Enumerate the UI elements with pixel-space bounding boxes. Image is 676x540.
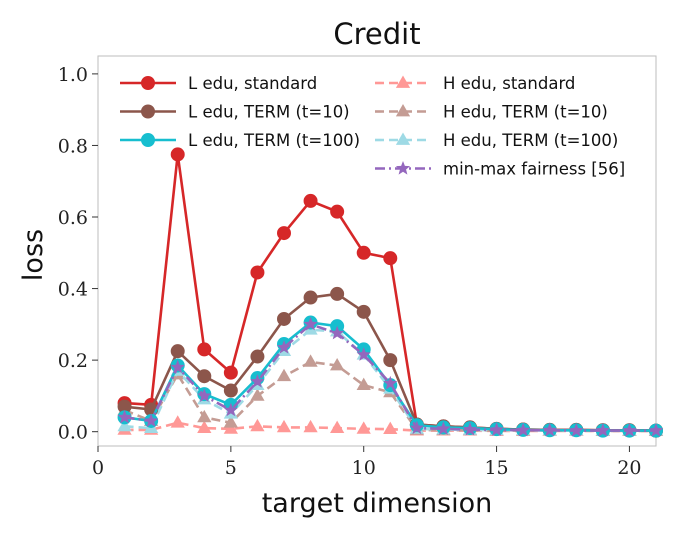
x-tick-label: 20 — [617, 457, 641, 479]
x-axis-title: target dimension — [262, 488, 493, 519]
data-point — [197, 369, 212, 384]
data-point — [170, 359, 185, 374]
data-point — [436, 421, 451, 435]
data-point — [383, 353, 398, 368]
data-point — [277, 311, 291, 326]
legend-item: L edu, standard — [120, 74, 317, 93]
data-point — [409, 420, 424, 435]
data-point — [144, 413, 159, 428]
y-tick-label: 1.0 — [58, 64, 88, 86]
data-point — [223, 415, 238, 428]
legend-item: min-max fairness [56] — [375, 160, 625, 179]
legend-marker — [395, 132, 411, 145]
series-layer — [117, 147, 664, 438]
data-point — [303, 419, 318, 433]
data-point — [383, 375, 398, 390]
data-point — [356, 245, 371, 260]
data-point — [223, 383, 238, 398]
y-axis-title: loss — [18, 229, 49, 281]
data-point — [622, 423, 637, 437]
data-point — [250, 374, 265, 388]
data-point — [276, 419, 292, 433]
data-point — [542, 422, 557, 437]
legend-marker — [395, 104, 411, 117]
plot-area-frame — [97, 55, 657, 447]
legend-label: H edu, TERM (t=10) — [443, 103, 608, 122]
legend: L edu, standard L edu, TERM (t=10) L edu, … — [120, 74, 625, 179]
legend-label: H edu, TERM (t=100) — [443, 131, 618, 150]
legend-item: L edu, TERM (t=10) — [120, 103, 350, 122]
data-point — [276, 340, 292, 354]
legend-label: L edu, TERM (t=100) — [188, 131, 360, 150]
legend-marker — [141, 104, 155, 119]
x-tick-label: 0 — [92, 457, 104, 479]
data-point — [303, 354, 318, 367]
series-6 — [117, 316, 664, 437]
data-point — [250, 418, 265, 432]
x-tick-label: 5 — [225, 457, 237, 479]
series-line — [124, 360, 656, 433]
legend-label: min-max fairness [56] — [443, 160, 625, 179]
legend-marker — [141, 76, 155, 90]
y-tick-label: 0.2 — [58, 350, 88, 372]
data-point — [117, 409, 132, 424]
data-point — [197, 420, 212, 433]
data-point — [330, 357, 345, 371]
y-tick-label: 0.0 — [58, 422, 88, 444]
legend-marker — [395, 161, 411, 175]
data-point — [117, 418, 132, 432]
y-tick-label: 0.6 — [58, 207, 88, 229]
data-point — [223, 365, 238, 380]
legend-marker — [395, 75, 411, 88]
data-point — [330, 420, 345, 433]
data-point — [356, 421, 371, 434]
y-axis: 0.0 0.2 0.4 0.6 0.8 1.0 — [58, 64, 98, 444]
data-point — [170, 415, 185, 428]
legend-item: H edu, TERM (t=100) — [375, 131, 618, 150]
data-point — [330, 204, 345, 219]
y-tick-label: 0.8 — [58, 135, 88, 157]
data-point — [569, 423, 584, 437]
data-point — [595, 423, 610, 437]
data-point — [250, 349, 265, 364]
data-point — [356, 377, 371, 391]
data-point — [170, 344, 185, 359]
legend-marker — [141, 133, 155, 147]
data-point — [303, 290, 318, 305]
legend-item: L edu, TERM (t=100) — [120, 131, 360, 150]
data-point — [383, 421, 398, 435]
data-point — [516, 422, 531, 437]
data-point — [303, 193, 318, 208]
legend-label: H edu, standard — [443, 74, 575, 93]
data-point — [277, 226, 291, 241]
x-tick-label: 15 — [484, 457, 508, 479]
data-point — [648, 423, 664, 437]
x-axis: 0 5 10 15 20 — [92, 446, 642, 479]
data-point — [197, 409, 212, 423]
data-point — [250, 265, 265, 280]
legend-item: H edu, TERM (t=10) — [375, 103, 608, 122]
data-point — [356, 347, 371, 361]
data-point — [383, 251, 398, 266]
data-point — [330, 325, 345, 340]
data-point — [197, 342, 212, 357]
legend-item: H edu, standard — [375, 74, 575, 93]
legend-label: L edu, standard — [188, 74, 317, 93]
data-point — [197, 388, 212, 402]
data-point — [250, 388, 265, 401]
data-point — [170, 147, 185, 162]
data-point — [462, 422, 478, 436]
data-point — [489, 422, 504, 436]
data-point — [276, 368, 292, 382]
data-point — [223, 402, 238, 417]
chart-title: Credit — [333, 17, 420, 51]
x-tick-label: 10 — [352, 457, 376, 479]
data-point — [356, 304, 371, 319]
data-point — [303, 316, 318, 331]
y-tick-label: 0.4 — [58, 279, 88, 301]
data-point — [330, 286, 345, 301]
legend-label: L edu, TERM (t=10) — [188, 103, 350, 122]
